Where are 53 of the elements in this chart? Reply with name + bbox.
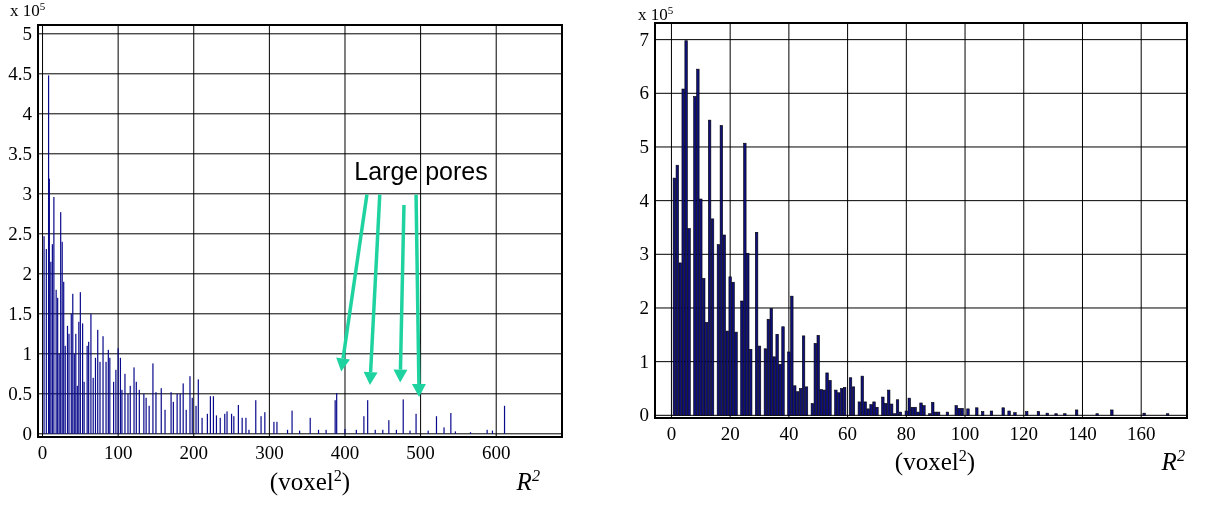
y-tick-label: 5 [639,135,649,157]
bar [837,392,841,416]
y-tick-label: 1 [22,342,32,364]
bar [895,399,900,416]
y-tick-label: 4 [639,189,650,211]
y-axis-title: x 10$^{5}$ [638,4,674,24]
x-tick-label: 0 [37,442,48,463]
bar [860,375,864,416]
bar [957,408,961,416]
x-axis-title: (voxel$^{2}$) [269,467,351,496]
x-tick-label: 40 [779,423,799,444]
y-tick-label: 3.5 [8,142,32,164]
x-tick-label: 300 [255,442,284,463]
bar [931,402,935,416]
x-tick-label: 0 [666,423,677,444]
x-tick-label: 200 [179,442,209,463]
x-tick-label: 160 [1126,423,1156,444]
bar [825,372,829,416]
text: R$^{2}$ [515,467,540,495]
x-tick-label: 140 [1068,423,1097,444]
y-axis-title: x 10$^{5}$ [10,0,46,20]
bar [913,406,917,416]
y-tick-label: 1.5 [8,302,32,324]
bar [872,401,876,416]
y-tick-label: 7 [639,28,649,50]
y-tick-label: 1 [639,350,649,372]
y-tick-label: 2 [639,296,649,318]
y-tick-label: 3 [639,243,649,265]
x-axis-title: (voxel$^{2}$) [894,447,976,476]
y-tick-label: 5 [22,22,32,44]
x-tick-label: 400 [330,442,360,463]
y-tick-label: 0.5 [8,382,32,404]
y-tick-label: 4.5 [8,62,32,84]
x-tick-label: 600 [481,442,511,463]
y-tick-label: 4 [22,102,33,124]
x-tick-label: 500 [406,442,435,463]
y-tick-label: 3 [22,182,32,204]
bar [869,404,873,416]
x-tick-label: 80 [896,423,916,444]
bar [887,389,891,416]
text: R$^{2}$ [1160,447,1185,475]
x-tick-label: 20 [720,423,740,444]
x-tick-label: 60 [838,423,858,444]
y-tick-label: 6 [639,82,649,104]
x-tick-label: 100 [950,423,980,444]
bar [840,388,844,416]
y-tick-label: 2 [22,262,32,284]
bar [919,402,923,416]
x-tick-label: 120 [1009,423,1039,444]
annotation: Large pores [354,156,488,185]
y-tick-label: 2.5 [8,222,32,244]
x-tick-label: 100 [103,442,133,463]
y-tick-label: 0 [639,404,649,426]
